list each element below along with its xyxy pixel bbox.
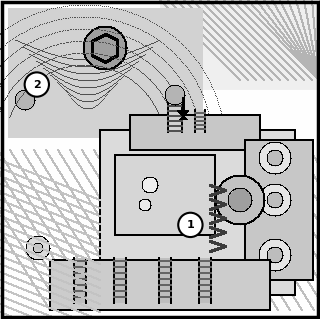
Text: 1: 1 (187, 220, 194, 230)
Circle shape (178, 213, 203, 237)
Text: 2: 2 (33, 79, 41, 90)
Circle shape (25, 72, 49, 97)
